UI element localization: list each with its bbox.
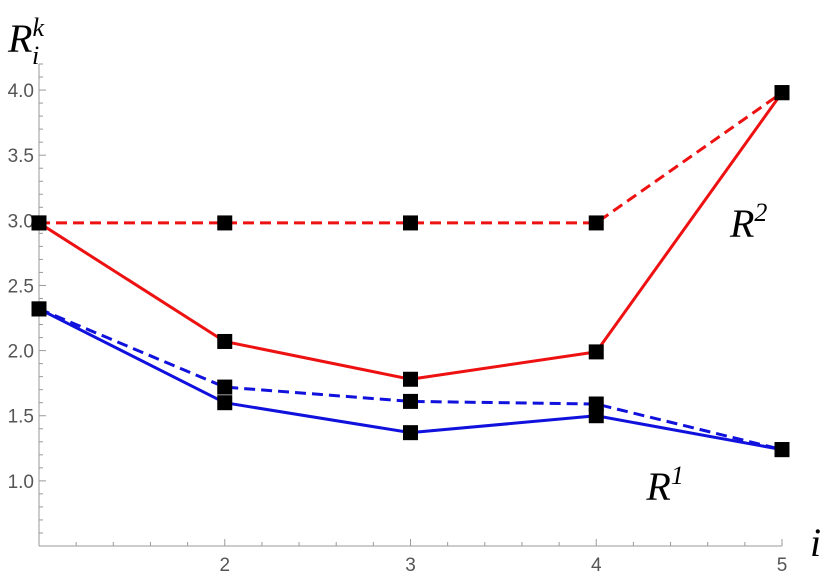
data-point-marker — [217, 395, 233, 411]
series-line-2 — [38, 91, 784, 381]
y-tick-label: 4.0 — [8, 81, 34, 102]
ticks: 2 3 4 5 1.0 1.5 2.0 2.5 3.0 3.5 4.0 — [8, 63, 788, 576]
series-line-1 — [39, 91, 783, 225]
data-point-marker — [403, 215, 418, 231]
data-point-marker — [403, 371, 418, 387]
y-axis-label-sub: i — [32, 41, 39, 70]
x-tick-label: 3 — [405, 555, 416, 576]
markers-layer — [31, 85, 790, 458]
y-tick-label: 3.0 — [8, 211, 34, 232]
series-annotation-2: R1 — [645, 461, 683, 509]
data-point-marker — [31, 301, 47, 317]
y-axis-label-sup: k — [32, 13, 44, 42]
data-point-marker — [217, 379, 233, 395]
y-axis-label: Rk i — [7, 13, 44, 70]
data-point-marker — [217, 333, 233, 349]
x-tick-label: 5 — [777, 555, 788, 576]
x-tick-label: 4 — [591, 555, 602, 576]
annotations: R2 R1 — [645, 198, 767, 509]
x-tick-label: 2 — [219, 555, 230, 576]
y-axis-label-base: R — [7, 16, 32, 61]
y-tick-label: 1.0 — [8, 472, 34, 493]
series-line-3 — [38, 307, 783, 452]
data-point-marker — [588, 215, 604, 231]
data-point-marker — [403, 425, 418, 441]
y-tick-label: 2.5 — [8, 276, 34, 297]
data-point-marker — [588, 408, 604, 424]
series-annotation-1: R2 — [729, 198, 767, 246]
data-point-marker — [588, 396, 604, 412]
data-point-marker — [588, 344, 604, 360]
data-point-marker — [774, 442, 790, 458]
x-axis-label: i — [810, 520, 821, 565]
y-tick-label: 2.0 — [8, 342, 34, 363]
y-tick-label: 1.5 — [8, 407, 34, 428]
data-point-marker — [217, 215, 233, 231]
data-point-marker — [774, 85, 790, 101]
y-tick-label: 3.5 — [8, 146, 34, 167]
data-point-marker — [31, 215, 47, 231]
data-point-marker — [403, 393, 418, 409]
